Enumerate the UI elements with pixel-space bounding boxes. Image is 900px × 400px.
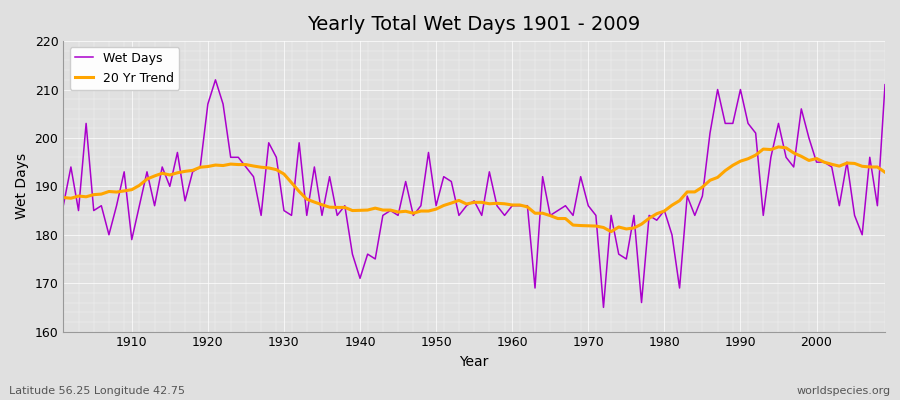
Wet Days [58,203,68,208]
Line: Wet Days: Wet Days [63,80,885,307]
20 Yr Trend [773,144,784,149]
Wet Days [119,170,130,174]
Wet Days [598,305,609,310]
Wet Days [515,203,526,208]
20 Yr Trend [598,225,609,230]
Text: worldspecies.org: worldspecies.org [796,386,891,396]
20 Yr Trend [879,170,890,175]
Wet Days [613,252,624,256]
Wet Days [879,82,890,87]
20 Yr Trend [332,205,343,210]
Legend: Wet Days, 20 Yr Trend: Wet Days, 20 Yr Trend [69,47,179,90]
20 Yr Trend [119,188,130,193]
20 Yr Trend [500,201,510,206]
Line: 20 Yr Trend: 20 Yr Trend [63,147,885,232]
Wet Days [293,140,304,145]
Wet Days [210,78,220,82]
20 Yr Trend [58,195,68,200]
Title: Yearly Total Wet Days 1901 - 2009: Yearly Total Wet Days 1901 - 2009 [308,15,641,34]
20 Yr Trend [507,202,517,207]
Wet Days [507,203,517,208]
20 Yr Trend [286,180,297,185]
Y-axis label: Wet Days: Wet Days [15,153,29,220]
Wet Days [339,203,350,208]
20 Yr Trend [606,229,616,234]
Text: Latitude 56.25 Longitude 42.75: Latitude 56.25 Longitude 42.75 [9,386,185,396]
X-axis label: Year: Year [460,355,489,369]
